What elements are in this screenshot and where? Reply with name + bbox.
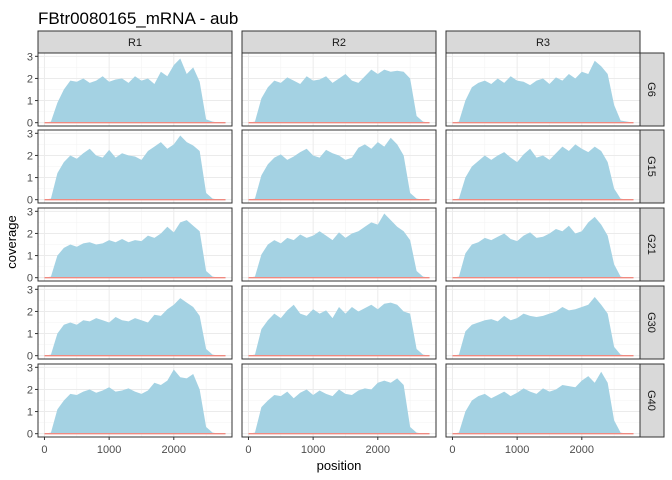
panel-border-R3-G21 — [445, 207, 641, 282]
coverage-area-R1-G6 — [44, 58, 226, 123]
row-strip-label-G6: G6 — [645, 82, 657, 97]
panel-border-R1-G15 — [37, 129, 233, 204]
panel-border-R1-G6 — [37, 52, 233, 127]
row-strip-label-G40: G40 — [645, 390, 657, 411]
x-axis-label: position — [317, 458, 362, 473]
y-tick-label: 1 — [27, 329, 33, 341]
coverage-area-R1-G30 — [44, 298, 226, 356]
row-strip-label-G30: G30 — [645, 312, 657, 333]
y-tick-label: 3 — [27, 51, 33, 63]
row-strip-G21 — [639, 207, 665, 282]
y-tick-label: 3 — [27, 284, 33, 296]
coverage-area-R3-G6 — [452, 60, 634, 123]
y-tick-label: 2 — [27, 384, 33, 396]
facet-grid: R1 R2 R3G6G15G21G30G4001230123012301230123… — [27, 30, 665, 456]
x-tick-label: 1000 — [97, 444, 121, 456]
panel-border-R3-G6 — [445, 52, 641, 127]
x-tick-label: 2000 — [162, 444, 186, 456]
coverage-area-R2-G30 — [248, 302, 430, 356]
row-strip-G6 — [639, 52, 665, 127]
panel-border-R2-G15 — [241, 129, 437, 204]
y-axis-label: coverage — [4, 215, 19, 268]
panel-border-R2-G30 — [241, 285, 437, 360]
coverage-area-R3-G21 — [452, 216, 634, 278]
column-strip-label-R1: R1 — [128, 37, 142, 49]
y-tick-label: 1 — [27, 251, 33, 263]
y-tick-label: 3 — [27, 206, 33, 218]
coverage-area-R3-G40 — [452, 371, 634, 434]
panel-border-R3-G30 — [445, 285, 641, 360]
x-tick-label: 0 — [41, 444, 47, 456]
x-tick-label: 0 — [245, 444, 251, 456]
y-tick-label: 3 — [27, 128, 33, 140]
coverage-area-R3-G15 — [452, 144, 634, 200]
panel-border-R3-G15 — [445, 129, 641, 204]
row-strip-G40 — [639, 363, 665, 438]
row-strip-label-G15: G15 — [645, 156, 657, 177]
coverage-area-R2-G40 — [248, 378, 430, 434]
coverage-area-R2-G21 — [248, 213, 430, 278]
coverage-area-R1-G40 — [44, 369, 226, 434]
panel-border-R1-G21 — [37, 207, 233, 282]
row-strip-label-G21: G21 — [645, 234, 657, 255]
x-tick-label: 2000 — [366, 444, 390, 456]
y-tick-label: 0 — [27, 351, 33, 363]
coverage-area-R2-G6 — [248, 69, 430, 123]
x-tick-label: 0 — [449, 444, 455, 456]
row-strip-G30 — [639, 285, 665, 360]
coverage-area-R1-G21 — [44, 220, 226, 278]
y-tick-label: 2 — [27, 150, 33, 162]
coverage-area-R2-G15 — [248, 137, 430, 200]
x-tick-label: 1000 — [301, 444, 325, 456]
column-strip-label-R3: R3 — [536, 37, 550, 49]
x-tick-label: 2000 — [570, 444, 594, 456]
column-strip-label-R2: R2 — [332, 37, 346, 49]
panel-border-R2-G6 — [241, 52, 437, 127]
coverage-area-R3-G30 — [452, 297, 634, 356]
y-tick-label: 0 — [27, 195, 33, 207]
y-tick-label: 0 — [27, 429, 33, 441]
y-tick-label: 1 — [27, 173, 33, 185]
panel-border-R2-G40 — [241, 363, 437, 438]
x-tick-label: 1000 — [505, 444, 529, 456]
chart-title: FBtr0080165_mRNA - aub — [38, 9, 238, 28]
y-tick-label: 0 — [27, 118, 33, 130]
y-tick-label: 2 — [27, 306, 33, 318]
panel-border-R2-G21 — [241, 207, 437, 282]
y-tick-label: 1 — [27, 96, 33, 108]
y-tick-label: 2 — [27, 73, 33, 85]
y-tick-label: 2 — [27, 228, 33, 240]
y-tick-label: 3 — [27, 362, 33, 374]
y-tick-label: 1 — [27, 407, 33, 419]
coverage-area-R1-G15 — [44, 135, 226, 200]
panel-border-R1-G30 — [37, 285, 233, 360]
y-tick-label: 0 — [27, 273, 33, 285]
panel-border-R1-G40 — [37, 363, 233, 438]
panel-border-R3-G40 — [445, 363, 641, 438]
